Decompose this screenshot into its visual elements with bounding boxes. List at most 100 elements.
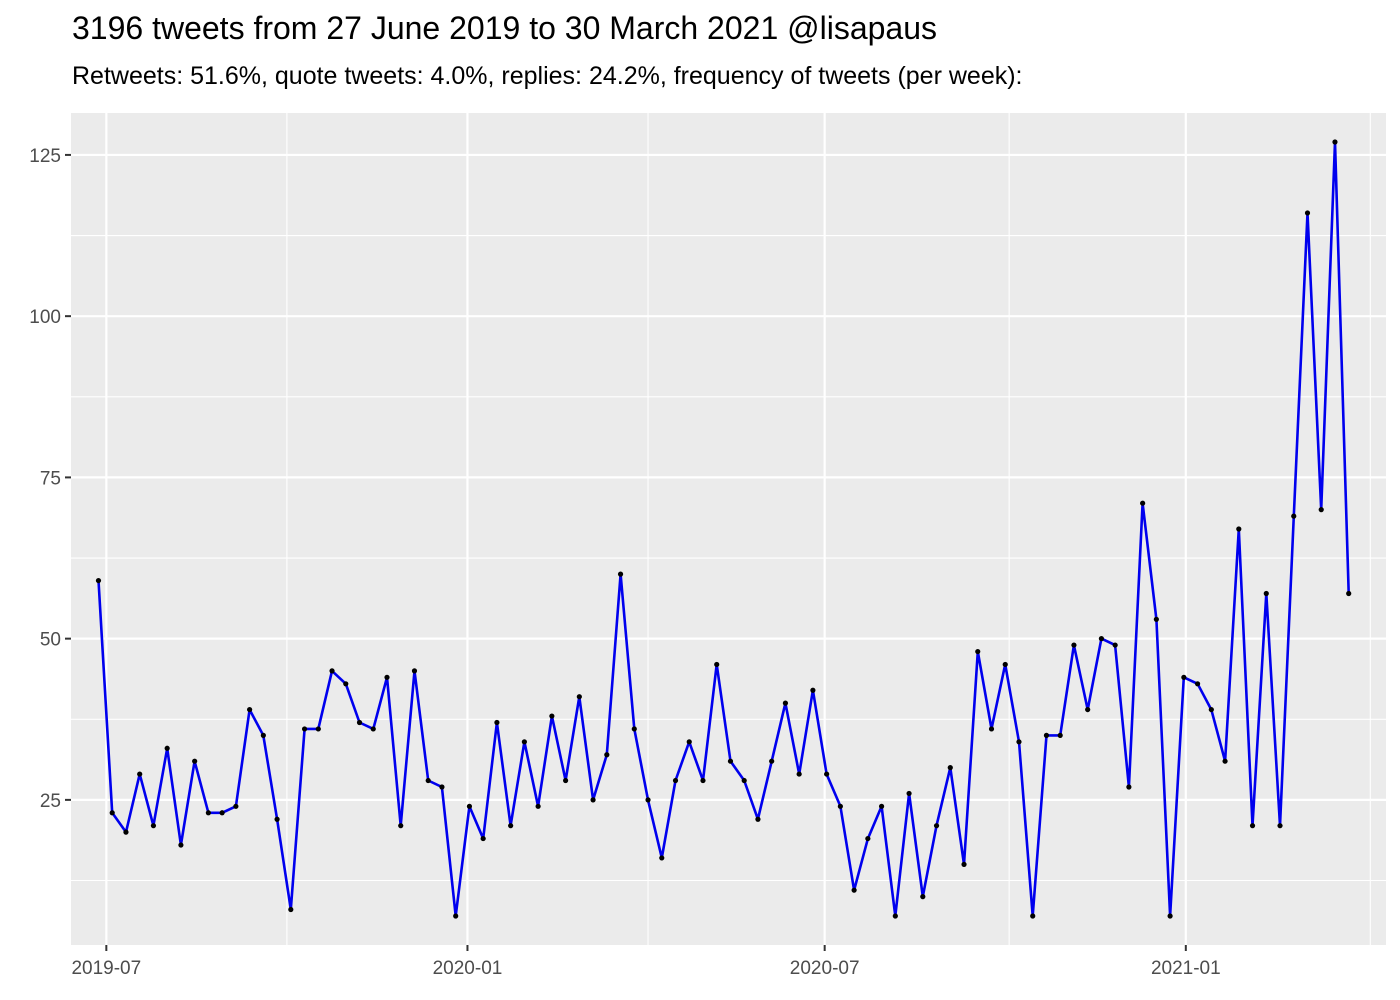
data-point-57 — [878, 803, 885, 809]
data-point-48 — [755, 816, 761, 822]
data-point-4 — [150, 823, 157, 829]
data-point-36 — [590, 797, 596, 803]
data-point-7 — [192, 758, 198, 764]
data-point-78 — [1167, 913, 1173, 919]
data-point-43 — [686, 739, 692, 745]
data-point-91 — [1346, 590, 1352, 597]
axis-tick-labels: 25 50 75 100 125 2019-07 2020-01 2020-07 2021-01 — [29, 146, 1220, 979]
x-tick-label-2021-01: 2021-01 — [1151, 958, 1221, 979]
data-point-56 — [865, 835, 871, 842]
data-point-38 — [617, 571, 624, 577]
data-point-32 — [535, 803, 541, 809]
data-point-12 — [260, 732, 266, 738]
data-point-70 — [1057, 732, 1063, 738]
data-point-13 — [274, 816, 280, 822]
data-point-89 — [1318, 507, 1324, 513]
y-tick-label-25: 25 — [40, 791, 61, 812]
data-point-49 — [769, 758, 775, 764]
data-point-45 — [714, 661, 720, 668]
data-point-3 — [137, 771, 143, 777]
data-point-2 — [123, 829, 129, 835]
chart-subtitle: Retweets: 51.6%, quote tweets: 4.0%, rep… — [72, 62, 1023, 90]
minor-gridlines — [71, 113, 1386, 945]
data-point-82 — [1222, 758, 1228, 764]
data-point-35 — [576, 694, 582, 700]
data-point-19 — [356, 719, 363, 726]
data-point-84 — [1249, 823, 1256, 829]
data-point-25 — [439, 784, 445, 790]
data-point-77 — [1153, 616, 1159, 622]
data-point-62 — [947, 765, 953, 771]
data-point-69 — [1043, 732, 1050, 738]
data-point-31 — [521, 739, 527, 745]
data-point-61 — [933, 823, 940, 829]
data-point-24 — [425, 777, 431, 784]
data-point-76 — [1140, 500, 1146, 506]
data-point-74 — [1112, 642, 1118, 648]
x-tick-label-2019-07: 2019-07 — [71, 958, 141, 979]
data-point-11 — [247, 706, 253, 713]
data-point-1 — [109, 810, 115, 816]
x-tick-label-2020-07: 2020-07 — [790, 958, 860, 979]
y-tick-label-125: 125 — [29, 146, 61, 167]
data-point-23 — [411, 668, 418, 674]
data-point-20 — [370, 726, 376, 732]
y-tick-label-75: 75 — [40, 468, 61, 489]
data-point-51 — [796, 771, 802, 777]
data-point-34 — [562, 777, 569, 784]
data-point-81 — [1208, 706, 1214, 713]
data-point-16 — [315, 726, 321, 732]
data-point-54 — [837, 803, 843, 809]
data-point-67 — [1016, 739, 1022, 745]
data-point-79 — [1181, 674, 1187, 680]
data-points — [95, 139, 1352, 919]
data-point-18 — [343, 681, 349, 687]
data-point-22 — [398, 823, 404, 829]
data-point-17 — [329, 668, 335, 674]
data-point-46 — [727, 758, 734, 764]
data-point-5 — [164, 745, 170, 751]
data-point-50 — [782, 700, 789, 706]
data-point-75 — [1126, 784, 1132, 790]
data-point-64 — [975, 648, 981, 655]
data-point-41 — [659, 855, 665, 861]
data-point-42 — [672, 777, 679, 784]
data-point-87 — [1291, 513, 1297, 519]
data-point-90 — [1332, 139, 1338, 145]
data-point-39 — [631, 726, 637, 732]
data-point-53 — [824, 771, 830, 777]
axis-ticks — [65, 153, 1187, 951]
data-point-63 — [961, 861, 967, 867]
data-point-88 — [1304, 210, 1311, 216]
data-point-15 — [301, 726, 308, 732]
chart-title: 3196 tweets from 27 June 2019 to 30 Marc… — [72, 10, 938, 46]
x-tick-label-2020-01: 2020-01 — [433, 958, 503, 979]
data-point-44 — [700, 777, 706, 784]
y-tick-label-100: 100 — [29, 307, 61, 328]
data-point-21 — [384, 674, 390, 680]
data-point-37 — [604, 752, 610, 758]
data-point-27 — [466, 803, 473, 809]
data-point-68 — [1030, 913, 1036, 919]
data-point-83 — [1236, 526, 1242, 532]
data-point-71 — [1071, 642, 1077, 648]
data-point-29 — [494, 719, 500, 726]
data-point-66 — [1002, 661, 1008, 668]
data-point-58 — [892, 913, 898, 919]
data-point-80 — [1194, 681, 1201, 687]
data-point-47 — [741, 777, 747, 784]
data-point-65 — [988, 726, 995, 732]
data-point-8 — [205, 810, 211, 816]
data-point-55 — [851, 887, 857, 893]
plot-panel — [71, 113, 1386, 945]
data-point-0 — [95, 577, 102, 584]
y-tick-label-50: 50 — [40, 630, 61, 651]
data-point-73 — [1098, 636, 1105, 642]
data-point-60 — [920, 894, 926, 900]
data-point-10 — [233, 803, 239, 809]
data-point-26 — [453, 913, 459, 919]
data-point-6 — [178, 842, 184, 848]
data-point-40 — [645, 797, 651, 803]
data-point-30 — [508, 823, 514, 829]
data-point-9 — [219, 810, 225, 816]
